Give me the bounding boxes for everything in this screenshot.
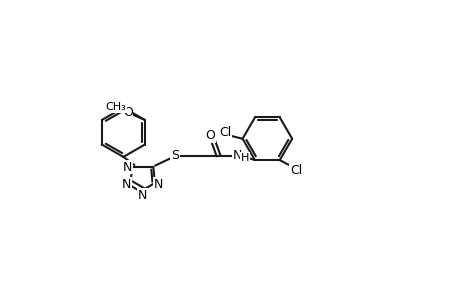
Text: S: S: [171, 149, 179, 162]
Text: N: N: [123, 161, 132, 174]
Text: O: O: [205, 129, 214, 142]
Text: CH₃: CH₃: [106, 102, 126, 112]
Text: N: N: [154, 178, 163, 191]
Text: O: O: [123, 106, 133, 119]
Text: N: N: [233, 149, 242, 162]
Text: Cl: Cl: [289, 164, 302, 177]
Text: H: H: [240, 153, 248, 163]
Text: N: N: [138, 189, 147, 202]
Text: Cl: Cl: [219, 126, 231, 139]
Text: N: N: [122, 178, 131, 191]
